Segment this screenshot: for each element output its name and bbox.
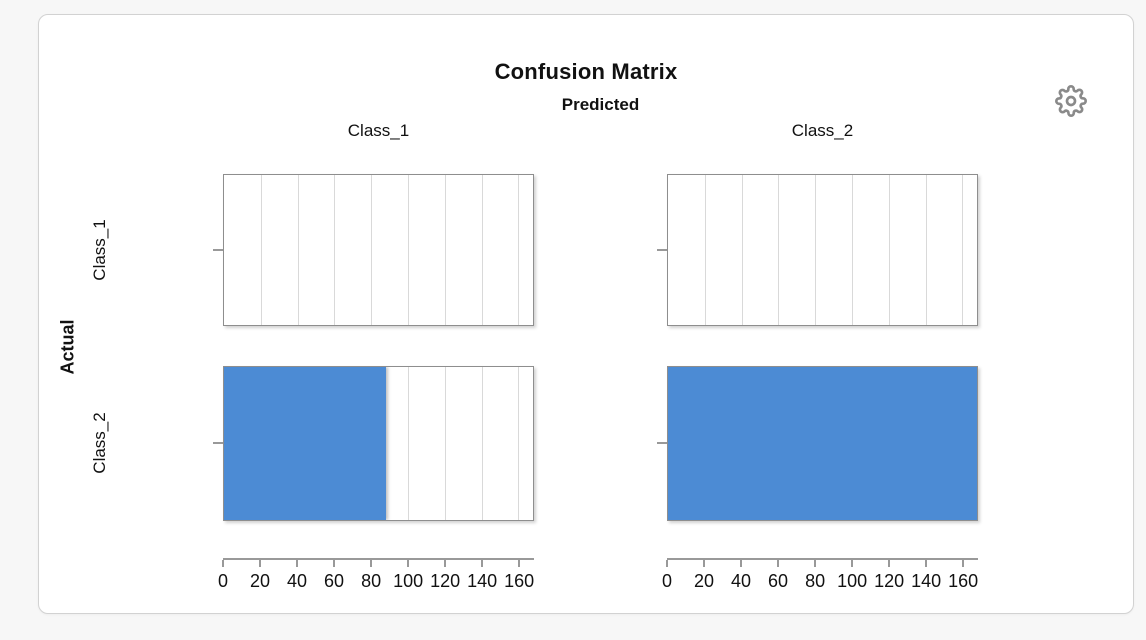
- gridline: [444, 367, 446, 520]
- x-axis-tick-label: 0: [217, 571, 229, 591]
- gridline: [518, 175, 520, 325]
- x-axis-tick-label: 160: [948, 571, 979, 591]
- x-axis-tick-label: 60: [324, 571, 345, 591]
- panel-actual1-pred2: [667, 174, 978, 326]
- x-axis-tick-label: 120: [874, 571, 905, 591]
- predicted-axis-title: Predicted: [561, 95, 640, 114]
- gridline: [704, 175, 706, 325]
- x-axis-tick: [851, 560, 854, 567]
- panel-actual1-pred1: [223, 174, 534, 326]
- gridline: [444, 175, 446, 325]
- x-axis-tick: [370, 560, 373, 567]
- x-axis-tick-label: 140: [911, 571, 942, 591]
- x-axis-tick: [962, 560, 965, 567]
- gridline: [518, 367, 520, 520]
- x-axis-tick-label: 40: [731, 571, 752, 591]
- x-axis-tick-label: 160: [504, 571, 535, 591]
- x-axis-tick: [518, 560, 521, 567]
- x-axis-tick: [703, 560, 706, 567]
- actual-axis-title: Actual: [57, 319, 78, 375]
- y-axis-tick: [657, 442, 667, 444]
- x-axis-tick-label: 60: [768, 571, 789, 591]
- x-axis-tick: [740, 560, 743, 567]
- x-axis-tick-label: 140: [467, 571, 498, 591]
- gridline: [888, 175, 890, 325]
- x-axis-tick: [481, 560, 484, 567]
- x-axis-tick-label: 80: [361, 571, 382, 591]
- gridline: [297, 175, 299, 325]
- plot-card: Confusion Matrix Predicted Class_1 Class…: [38, 14, 1134, 614]
- x-axis-tick: [407, 560, 410, 567]
- settings-gear-icon[interactable]: [1055, 85, 1087, 117]
- x-axis-tick-label: 20: [694, 571, 715, 591]
- x-axis-tick: [888, 560, 891, 567]
- column-header-class-2: Class_2: [791, 121, 854, 140]
- x-axis-tick: [259, 560, 262, 567]
- x-axis-tick-label: 40: [287, 571, 308, 591]
- x-axis-left: 0 20 40 60 80 100 120 140 160: [218, 558, 535, 602]
- x-axis-tick-label: 100: [393, 571, 424, 591]
- panel-actual2-pred2: [667, 366, 978, 521]
- x-axis-tick: [296, 560, 299, 567]
- x-axis-right: 0 20 40 60 80 100 120 140 160: [662, 558, 979, 602]
- gridline: [407, 175, 409, 325]
- column-header-class-1: Class_1: [347, 121, 410, 140]
- y-axis-tick: [213, 249, 223, 251]
- x-axis-tick: [444, 560, 447, 567]
- panel-actual2-pred1: [223, 366, 534, 521]
- x-axis-tick-label: 120: [430, 571, 461, 591]
- gridline: [962, 175, 964, 325]
- x-axis-tick-label: 0: [661, 571, 673, 591]
- x-axis-tick: [333, 560, 336, 567]
- x-axis-tick: [777, 560, 780, 567]
- gridline: [260, 175, 262, 325]
- gridline: [741, 175, 743, 325]
- gridline: [371, 175, 373, 325]
- count-bar: [224, 367, 386, 520]
- y-axis-tick: [657, 249, 667, 251]
- x-axis-tick-label: 20: [250, 571, 271, 591]
- x-axis-tick: [814, 560, 817, 567]
- gridline: [778, 175, 780, 325]
- chart-title: Confusion Matrix: [494, 59, 678, 84]
- gridline: [407, 367, 409, 520]
- x-axis-tick-label: 100: [837, 571, 868, 591]
- gridline: [481, 175, 483, 325]
- count-bar: [668, 367, 977, 520]
- gridline: [481, 367, 483, 520]
- row-label-class-2: Class_2: [90, 412, 109, 474]
- x-axis-tick: [666, 560, 668, 567]
- y-axis-tick: [213, 442, 223, 444]
- x-axis-tick-label: 80: [805, 571, 826, 591]
- x-axis-tick: [222, 560, 224, 567]
- gridline: [334, 175, 336, 325]
- gridline: [851, 175, 853, 325]
- row-label-class-1: Class_1: [90, 219, 109, 281]
- gridline: [925, 175, 927, 325]
- x-axis-tick: [925, 560, 928, 567]
- gridline: [815, 175, 817, 325]
